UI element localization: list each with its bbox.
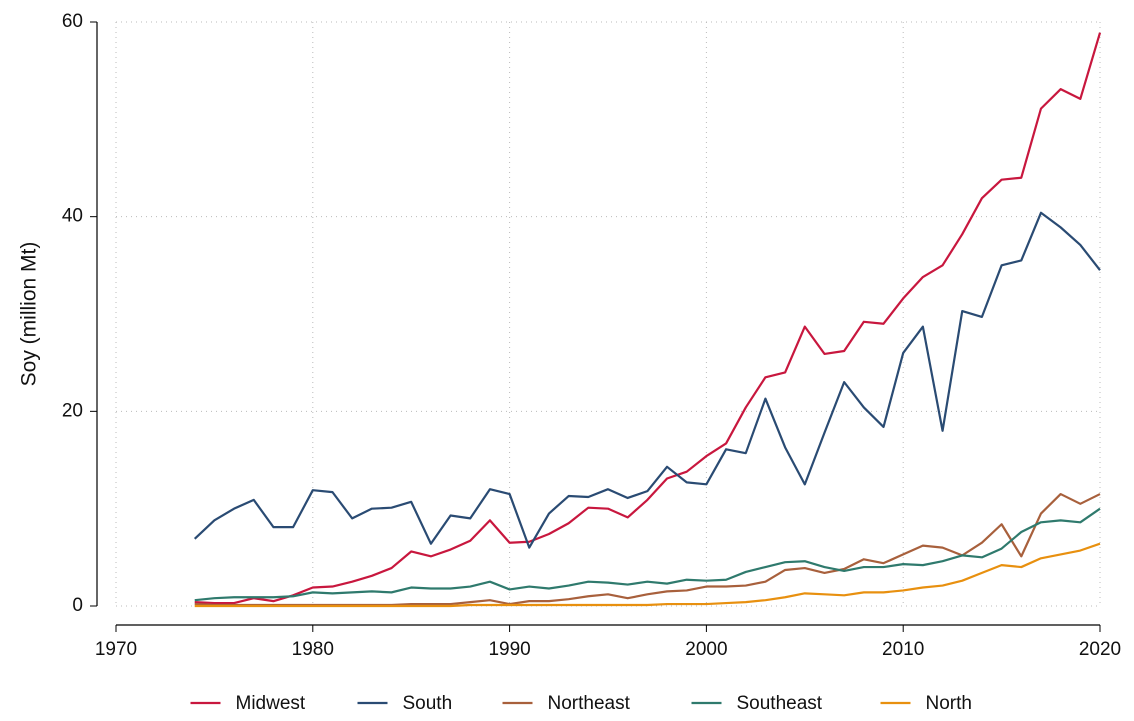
- x-tick-label: 1980: [292, 639, 334, 660]
- legend-label: North: [926, 693, 972, 714]
- legend-label: Southeast: [737, 693, 823, 714]
- legend-label: Midwest: [236, 693, 306, 714]
- y-tick-label: 0: [72, 595, 83, 616]
- line: [194, 507, 1101, 602]
- x-tick-label: 1970: [95, 639, 137, 660]
- line: [194, 542, 1101, 608]
- x-tick-label: 2010: [882, 639, 924, 660]
- line: [194, 492, 1101, 607]
- legend-label: South: [403, 693, 453, 714]
- x-tick-label: 2020: [1079, 639, 1121, 660]
- y-tick-label: 40: [62, 206, 83, 227]
- x-tick-label: 1990: [488, 639, 530, 660]
- line: [194, 32, 1102, 605]
- legend-label: Northeast: [548, 693, 631, 714]
- line: [193, 211, 1101, 549]
- y-axis-label: Soy (million Mt): [18, 242, 41, 387]
- x-tick-label: 2000: [685, 639, 727, 660]
- y-tick-label: 60: [62, 11, 83, 32]
- y-tick-label: 20: [62, 400, 83, 421]
